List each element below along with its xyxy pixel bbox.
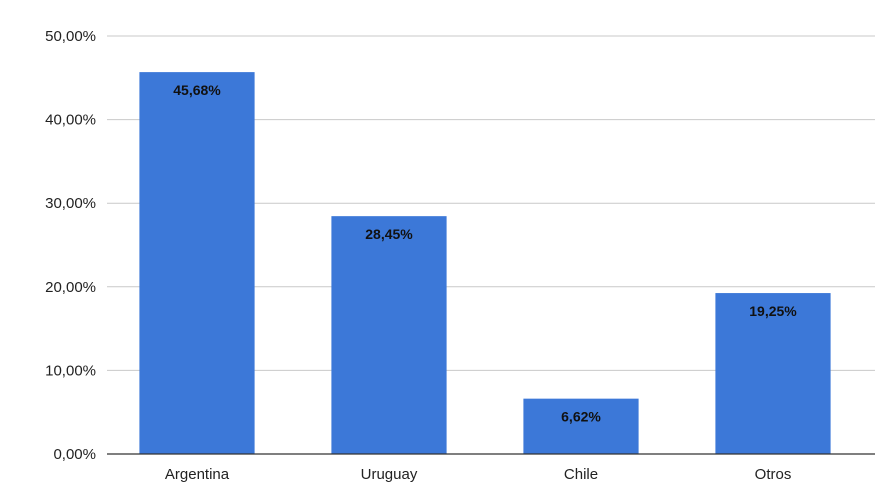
data-label-uruguay: 28,45% xyxy=(365,226,413,242)
y-tick-label: 0,00% xyxy=(53,446,96,463)
y-axis-tick-labels: 0,00% 10,00% 20,00% 30,00% 40,00% 50,00% xyxy=(45,28,96,463)
y-tick-label: 20,00% xyxy=(45,279,96,296)
data-label-chile: 6,62% xyxy=(561,409,601,425)
bar-argentina xyxy=(139,72,255,454)
data-label-argentina: 45,68% xyxy=(173,82,221,98)
bar-uruguay xyxy=(331,216,447,454)
bar-otros xyxy=(715,293,831,454)
x-tick-label-otros: Otros xyxy=(755,466,792,483)
x-tick-label-argentina: Argentina xyxy=(165,466,230,483)
data-labels: 45,68% 28,45% 6,62% 19,25% xyxy=(173,82,797,425)
y-tick-label: 40,00% xyxy=(45,112,96,129)
y-tick-label: 50,00% xyxy=(45,28,96,45)
x-axis-tick-labels: Argentina Uruguay Chile Otros xyxy=(165,466,791,483)
bar-chile xyxy=(523,398,639,454)
bars xyxy=(139,72,831,454)
data-label-otros: 19,25% xyxy=(749,303,797,319)
y-tick-label: 10,00% xyxy=(45,362,96,379)
x-tick-label-chile: Chile xyxy=(564,466,598,483)
y-tick-label: 30,00% xyxy=(45,195,96,212)
x-tick-label-uruguay: Uruguay xyxy=(361,466,418,483)
